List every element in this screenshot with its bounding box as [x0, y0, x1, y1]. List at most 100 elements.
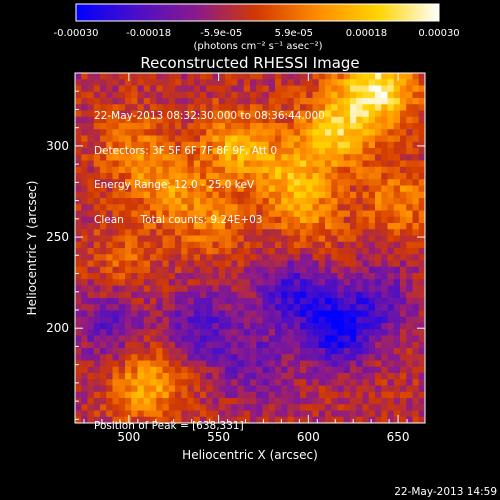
heatmap-cell: [181, 154, 188, 161]
heatmap-cell: [168, 160, 176, 168]
heatmap-cell: [206, 260, 213, 268]
heatmap-cell: [187, 279, 195, 286]
heatmap-cell: [93, 329, 101, 336]
heatmap-cell: [93, 279, 101, 286]
heatmap-cell: [200, 348, 207, 355]
heatmap-cell: [193, 366, 201, 374]
heatmap-cell: [381, 160, 388, 168]
heatmap-cell: [200, 198, 207, 205]
heatmap-cell: [106, 129, 113, 136]
heatmap-cell: [75, 385, 82, 393]
heatmap-cell: [343, 148, 351, 155]
heatmap-cell: [243, 385, 251, 393]
heatmap-cell: [275, 229, 282, 236]
heatmap-cell: [81, 98, 88, 105]
heatmap-cell: [112, 285, 120, 293]
heatmap-cell: [268, 341, 276, 349]
heatmap-cell: [106, 341, 113, 349]
heatmap-cell: [275, 129, 282, 136]
heatmap-cell: [325, 379, 332, 386]
heatmap-cell: [143, 310, 151, 318]
heatmap-cell: [275, 141, 282, 149]
heatmap-cell: [150, 135, 157, 143]
heatmap-cell: [212, 173, 220, 180]
heatmap-cell: [306, 391, 313, 399]
heatmap-cell: [206, 85, 213, 93]
heatmap-cell: [112, 185, 120, 193]
heatmap-cell: [262, 123, 270, 130]
heatmap-cell: [387, 148, 395, 155]
heatmap-cell: [156, 116, 163, 124]
heatmap-cell: [268, 404, 276, 411]
heatmap-cell: [237, 85, 245, 93]
heatmap-cell: [275, 304, 282, 311]
heatmap-cell: [406, 123, 413, 130]
heatmap-cell: [81, 279, 88, 286]
heatmap-cell: [225, 341, 232, 349]
heatmap-cell: [412, 166, 420, 174]
heatmap-cell: [256, 310, 263, 318]
heatmap-cell: [331, 204, 338, 211]
heatmap-cell: [200, 373, 207, 380]
heatmap-cell: [368, 410, 376, 418]
heatmap-cell: [137, 210, 145, 218]
heatmap-cell: [206, 285, 213, 293]
heatmap-cell: [362, 123, 370, 130]
heatmap-cell: [250, 223, 257, 230]
heatmap-cell: [243, 85, 251, 93]
heatmap-cell: [331, 248, 338, 255]
heatmap-cell: [406, 79, 413, 86]
heatmap-cell: [118, 204, 126, 211]
heatmap-cell: [337, 373, 345, 380]
heatmap-cell: [418, 104, 426, 111]
heatmap-cell: [231, 241, 238, 249]
heatmap-cell: [418, 379, 426, 386]
heatmap-cell: [118, 235, 126, 243]
heatmap-cell: [331, 223, 338, 230]
heatmap-cell: [87, 379, 95, 386]
heatmap-cell: [412, 91, 420, 99]
heatmap-cell: [168, 85, 176, 93]
heatmap-cell: [318, 316, 326, 324]
heatmap-cell: [375, 104, 382, 111]
heatmap-cell: [187, 135, 195, 143]
heatmap-cell: [400, 73, 407, 80]
heatmap-cell: [281, 154, 288, 161]
heatmap-cell: [387, 179, 395, 186]
heatmap-cell: [262, 366, 270, 374]
heatmap-cell: [193, 135, 201, 143]
heatmap-cell: [387, 191, 395, 199]
heatmap-cell: [256, 91, 263, 99]
heatmap-cell: [168, 191, 176, 199]
heatmap-cell: [412, 204, 420, 211]
heatmap-cell: [293, 329, 301, 336]
heatmap-cell: [106, 173, 113, 180]
heatmap-cell: [181, 316, 188, 324]
heatmap-cell: [100, 191, 107, 199]
heatmap-cell: [81, 91, 88, 99]
heatmap-cell: [393, 398, 401, 405]
heatmap-cell: [187, 379, 195, 386]
heatmap-cell: [362, 316, 370, 324]
heatmap-cell: [406, 260, 413, 268]
heatmap-cell: [418, 398, 426, 405]
heatmap-cell: [381, 298, 388, 305]
heatmap-cell: [218, 135, 226, 143]
heatmap-cell: [312, 210, 320, 218]
heatmap-cell: [262, 273, 270, 280]
heatmap-cell: [200, 291, 207, 299]
heatmap-cell: [175, 285, 182, 293]
heatmap-cell: [87, 410, 95, 418]
heatmap-cell: [406, 241, 413, 249]
heatmap-cell: [337, 79, 345, 86]
heatmap-cell: [225, 116, 232, 124]
heatmap-cell: [81, 179, 88, 186]
heatmap-cell: [212, 141, 220, 149]
heatmap-cell: [400, 316, 407, 324]
heatmap-cell: [262, 298, 270, 305]
heatmap-cell: [150, 166, 157, 174]
heatmap-cell: [118, 329, 126, 336]
heatmap-cell: [268, 266, 276, 274]
heatmap-cell: [118, 316, 126, 324]
heatmap-cell: [75, 129, 82, 136]
